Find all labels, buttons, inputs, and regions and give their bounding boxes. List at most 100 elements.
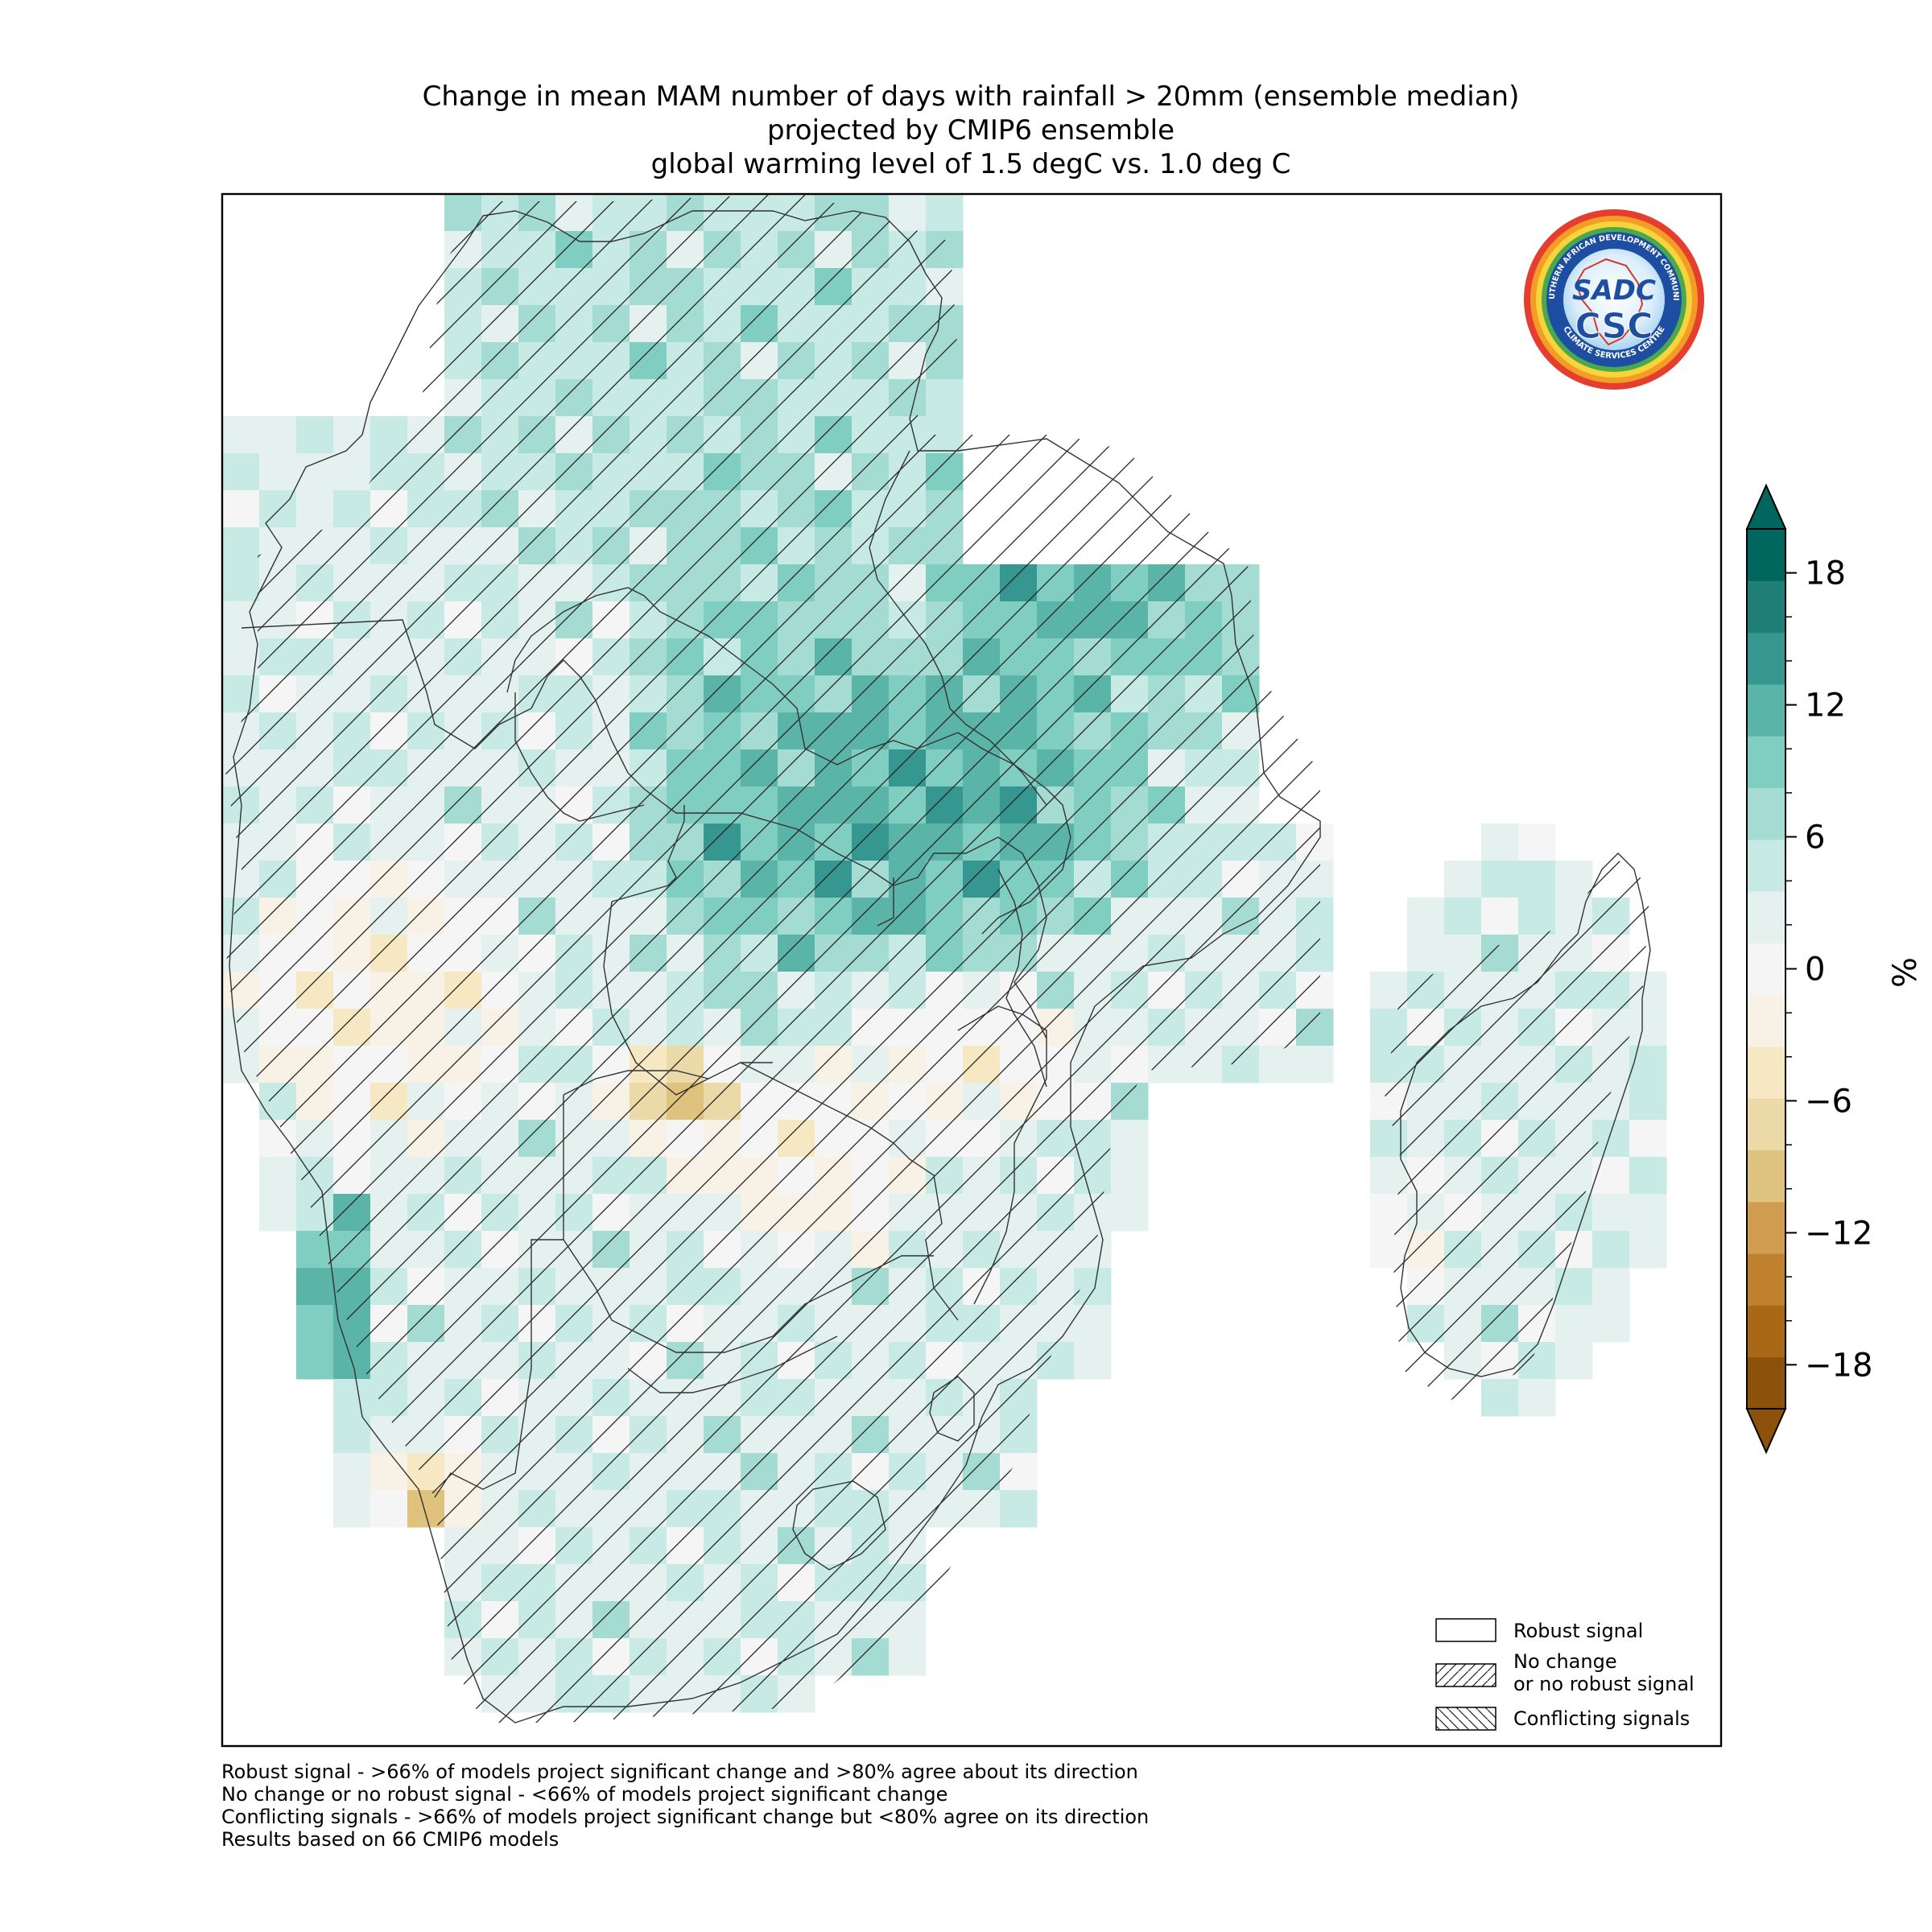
footnotes: Robust signal - >66% of models project s… — [221, 1761, 1149, 1851]
border-malawi — [997, 869, 1047, 1088]
colorbar-segment — [1747, 683, 1785, 737]
footnote-conflicting: Conflicting signals - >66% of models pro… — [221, 1806, 1149, 1828]
grid-cell — [296, 416, 334, 454]
border-zambezi — [740, 1062, 959, 1321]
grid-cell — [1629, 1194, 1667, 1232]
grid-cell — [1111, 1194, 1149, 1232]
grid-cell — [1407, 935, 1445, 972]
grid-cell — [296, 1342, 334, 1380]
hatched-region-madagascar — [1385, 853, 1650, 1401]
grid-cell — [1074, 1305, 1112, 1343]
grid-cell — [1111, 1157, 1149, 1195]
colorbar-ticks: 18 12 6 0 −6 −12 −18 — [1785, 555, 1872, 1384]
grid-cell — [333, 1453, 371, 1491]
grid-cell — [926, 194, 964, 232]
grid-cell — [1444, 861, 1482, 898]
hatching-legend: Robust signal No change or no robust sig… — [1435, 1618, 1695, 1731]
border-central-2 — [603, 901, 773, 1096]
grid-cell — [333, 416, 371, 454]
colorbar-tick-label: −18 — [1805, 1347, 1872, 1384]
colorbar-segment — [1747, 1150, 1785, 1203]
country-borders — [229, 210, 1651, 1724]
grid-cell — [222, 564, 260, 602]
coastline-mainland — [229, 210, 1321, 1724]
border-eswatini — [929, 1376, 975, 1442]
grid-cell — [1518, 1379, 1556, 1417]
footnote-no-change: No change or no robust signal - <66% of … — [221, 1783, 947, 1806]
legend-label-no-change-line-1: No change — [1513, 1650, 1617, 1673]
grid-cell — [889, 1638, 927, 1676]
grid-cell — [1629, 1231, 1667, 1269]
colorbar-segment — [1747, 1356, 1785, 1410]
grid-cell — [1555, 1305, 1593, 1343]
grid-cell — [296, 490, 334, 528]
chart-title-line-2: projected by CMIP6 ensemble — [767, 114, 1174, 147]
colorbar-segment — [1747, 839, 1785, 892]
grid-cell — [1481, 898, 1519, 935]
grid-cell — [1481, 824, 1519, 861]
grid-cell — [1518, 898, 1556, 935]
grid-cell — [1444, 898, 1482, 935]
grid-cell — [259, 1157, 297, 1195]
grid-cell — [1296, 1046, 1334, 1084]
legend-label-no-change: No change or no robust signal — [1513, 1650, 1695, 1695]
map-plot-area — [222, 194, 1667, 1724]
grid-cell — [1629, 1157, 1667, 1195]
border-east-2 — [836, 732, 1071, 935]
logo-emblem-subtext: CSC — [1575, 306, 1653, 347]
legend-swatch-conflicting — [1435, 1707, 1496, 1731]
border-east-1 — [869, 450, 1047, 806]
grid-cell — [1555, 861, 1593, 898]
border-north-2 — [659, 611, 838, 766]
grid-cell — [222, 527, 260, 565]
grid-cell — [333, 1490, 371, 1528]
grid-cell — [333, 1379, 371, 1417]
grid-cell — [296, 1268, 334, 1306]
no-robust-signal-hatching — [225, 194, 1650, 1723]
colorbar-segment — [1747, 736, 1785, 788]
colorbar-extend-max-arrow — [1745, 483, 1787, 530]
border-central-1 — [611, 805, 685, 902]
grid-cell — [296, 1305, 334, 1343]
border-central-3 — [836, 836, 1047, 1039]
colorbar-segment — [1747, 787, 1785, 840]
border-north-1 — [506, 587, 661, 693]
colorbar-segment — [1747, 994, 1785, 1047]
grid-cell — [222, 453, 260, 491]
border-west-2 — [514, 692, 645, 822]
grid-cell — [1592, 1268, 1630, 1306]
colorbar-tick-label: 0 — [1805, 952, 1825, 989]
colorbar-tick-label: 12 — [1805, 687, 1846, 724]
colorbar-tick-label: −6 — [1805, 1083, 1852, 1120]
grid-cell — [1407, 898, 1445, 935]
grid-cell — [333, 1416, 371, 1454]
grid-cell — [1592, 1157, 1630, 1195]
legend-label-no-change-line-2: or no robust signal — [1513, 1673, 1695, 1695]
border-southern-4 — [627, 1335, 838, 1393]
grid-cell — [259, 490, 297, 528]
colorbar-segment — [1747, 1305, 1785, 1358]
grid-cell — [222, 490, 260, 528]
grid-cell — [1518, 861, 1556, 898]
grid-cell — [259, 416, 297, 454]
colorbar-tick-label: −12 — [1805, 1215, 1872, 1252]
grid-cell — [333, 453, 371, 491]
colorbar: 18 12 6 0 −6 −12 −18 % — [1745, 483, 1924, 1455]
grid-cell — [222, 638, 260, 676]
grid-cell — [259, 1194, 297, 1232]
legend-swatch-no-change — [1435, 1663, 1496, 1687]
colorbar-segments — [1747, 529, 1785, 1410]
border-lesotho — [792, 1480, 886, 1571]
colorbar-segment — [1747, 529, 1785, 581]
colorbar-segment — [1747, 943, 1785, 996]
colorbar-segment — [1747, 632, 1785, 685]
grid-cell — [370, 1453, 408, 1491]
grid-cell — [1592, 1231, 1630, 1269]
grid-cell — [1000, 1490, 1038, 1528]
colorbar-tick-label: 18 — [1805, 555, 1846, 592]
coastline-madagascar — [1400, 852, 1651, 1377]
border-southern-1 — [563, 1070, 709, 1096]
grid-cell — [926, 379, 964, 417]
map-frame — [221, 192, 1723, 1748]
footnote-models: Results based on 66 CMIP6 models — [221, 1828, 559, 1851]
